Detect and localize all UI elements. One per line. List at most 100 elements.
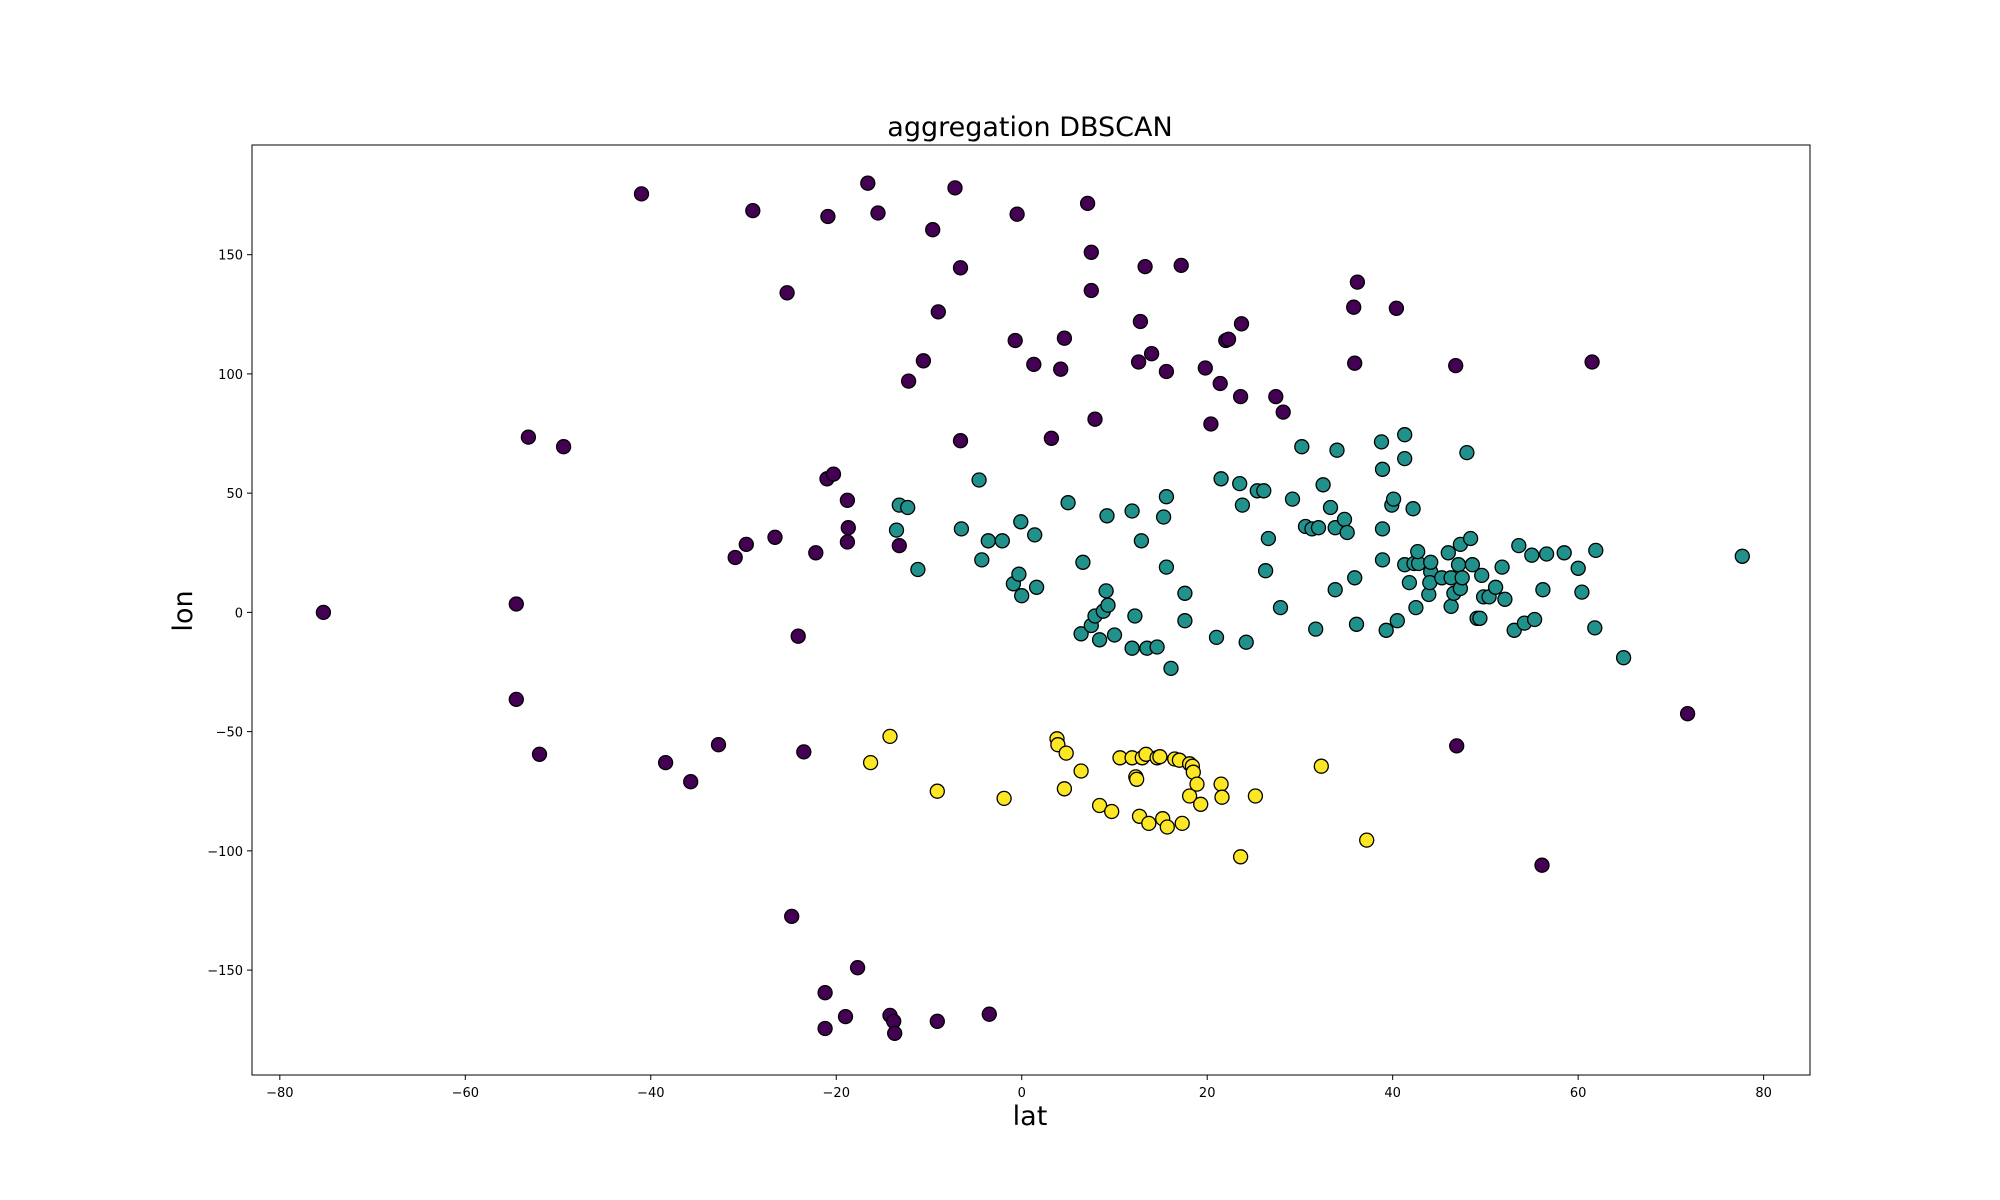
data-point [785, 909, 799, 923]
data-point [1424, 555, 1438, 569]
data-point [1076, 555, 1090, 569]
data-point [839, 1010, 853, 1024]
plot-area-frame [252, 145, 1810, 1075]
data-point [930, 784, 944, 798]
data-point [1376, 462, 1390, 476]
data-point [1350, 275, 1364, 289]
data-point [1044, 431, 1058, 445]
data-point [1314, 759, 1328, 773]
data-point [1233, 477, 1247, 491]
data-point [926, 223, 940, 237]
data-point [1269, 390, 1283, 404]
data-point [916, 354, 930, 368]
data-point [1398, 452, 1412, 466]
data-point [851, 961, 865, 975]
data-point [1444, 599, 1458, 613]
data-point [1133, 315, 1147, 329]
data-point [864, 756, 878, 770]
data-point [1525, 548, 1539, 562]
data-point [739, 537, 753, 551]
data-point [684, 775, 698, 789]
data-point [797, 745, 811, 759]
data-point [1159, 560, 1173, 574]
data-point [1536, 583, 1550, 597]
data-point [1512, 539, 1526, 553]
data-point [1145, 347, 1159, 361]
data-point [1178, 614, 1192, 628]
data-point [821, 210, 835, 224]
points-layer [316, 176, 1749, 1040]
data-point [892, 539, 906, 553]
x-tick-label: 20 [1199, 1086, 1216, 1101]
data-point [1340, 526, 1354, 540]
data-point [1347, 300, 1361, 314]
data-point [1585, 355, 1599, 369]
data-point [1338, 512, 1352, 526]
data-point [1360, 833, 1374, 847]
data-point [948, 181, 962, 195]
data-point [1084, 245, 1098, 259]
data-point [1348, 356, 1362, 370]
data-point [1376, 553, 1390, 567]
data-point [954, 434, 968, 448]
x-tick-label: −40 [637, 1086, 664, 1101]
data-point [1495, 560, 1509, 574]
data-point [1261, 532, 1275, 546]
y-axis: −150 −100 −50 0 50 100 150 [207, 249, 252, 979]
data-point [1234, 390, 1248, 404]
x-tick-label: −20 [823, 1086, 850, 1101]
data-point [1108, 628, 1122, 642]
data-point [1276, 405, 1290, 419]
data-point [1214, 777, 1228, 791]
data-point [1535, 858, 1549, 872]
data-point [840, 535, 854, 549]
data-point [890, 523, 904, 537]
data-point [1157, 510, 1171, 524]
data-point [791, 629, 805, 643]
y-tick-label: −50 [216, 726, 243, 741]
data-point [1441, 546, 1455, 560]
data-point [1681, 707, 1695, 721]
data-point [1460, 446, 1474, 460]
data-point [1379, 623, 1393, 637]
data-point [827, 467, 841, 481]
data-point [509, 692, 523, 706]
data-point [1295, 440, 1309, 454]
data-point [931, 305, 945, 319]
data-point [1286, 492, 1300, 506]
data-point [1588, 621, 1602, 635]
data-point [746, 204, 760, 218]
data-point [533, 747, 547, 761]
data-point [1450, 739, 1464, 753]
data-point [521, 430, 535, 444]
data-point [975, 553, 989, 567]
data-point [1274, 601, 1288, 615]
x-tick-label: −80 [266, 1086, 293, 1101]
data-point [1105, 805, 1119, 819]
data-point [1014, 515, 1028, 529]
data-point [818, 1022, 832, 1036]
data-point [888, 1026, 902, 1040]
data-point [997, 791, 1011, 805]
data-point [1473, 611, 1487, 625]
data-point [1316, 478, 1330, 492]
data-point [1235, 317, 1249, 331]
data-point [902, 374, 916, 388]
data-point [659, 756, 673, 770]
data-point [1376, 522, 1390, 536]
data-point [1375, 435, 1389, 449]
data-point [1012, 567, 1026, 581]
data-point [316, 605, 330, 619]
data-point [995, 534, 1009, 548]
data-point [1498, 592, 1512, 606]
data-point [1008, 334, 1022, 348]
data-point [1054, 362, 1068, 376]
chart-title: aggregation DBSCAN [887, 112, 1172, 143]
data-point [1128, 609, 1142, 623]
data-point [1099, 584, 1113, 598]
data-point [1402, 576, 1416, 590]
data-point [1125, 641, 1139, 655]
data-point [1575, 585, 1589, 599]
data-point [1198, 361, 1212, 375]
data-point [1259, 564, 1273, 578]
